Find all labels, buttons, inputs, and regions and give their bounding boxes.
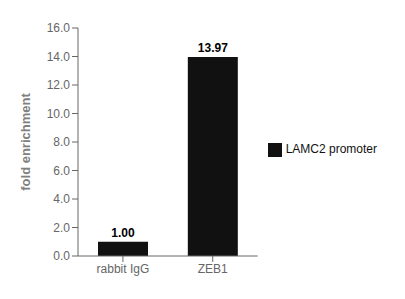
svg-text:12.0: 12.0 [47,78,71,92]
svg-text:0.0: 0.0 [53,249,70,263]
svg-text:4.0: 4.0 [53,192,70,206]
svg-text:8.0: 8.0 [53,135,70,149]
svg-text:2.0: 2.0 [53,221,70,235]
svg-text:1.00: 1.00 [111,226,135,240]
svg-text:14.0: 14.0 [47,50,71,64]
svg-text:rabbit IgG: rabbit IgG [97,262,150,276]
html-text:LAMC2 promoter: LAMC2 promoter [285,142,377,157]
svg-text:10.0: 10.0 [47,107,71,121]
svg-text:fold enrichment: fold enrichment [18,93,33,191]
svg-text:16.0: 16.0 [47,21,71,35]
svg-text:ZEB1: ZEB1 [198,262,228,276]
svg-text:6.0: 6.0 [53,164,70,178]
svg-text:13.97: 13.97 [198,41,228,55]
